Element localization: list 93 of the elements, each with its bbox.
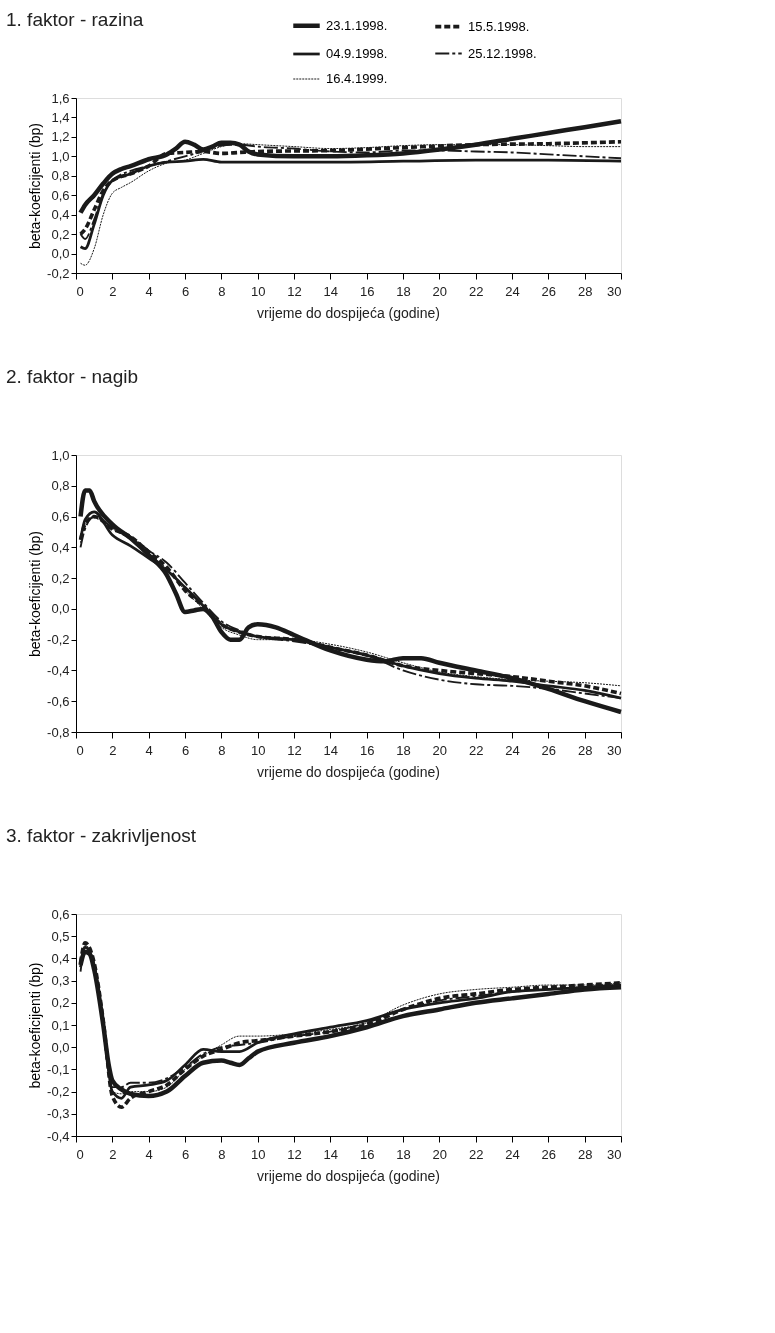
y-tick-label: -0,4 [47, 1128, 70, 1144]
y-tick-label: 0,0 [51, 601, 70, 617]
x-tick-label: 20 [432, 1146, 448, 1162]
y-tick-label: -0,4 [47, 662, 70, 678]
x-tick-label: 30 [607, 283, 622, 299]
y-tick-label: 0,2 [51, 226, 70, 242]
y-tick-label: 0,8 [51, 168, 70, 184]
x-tick-label: 4 [145, 1146, 153, 1162]
y-tick-label: -0,2 [47, 265, 70, 281]
x-tick-label: 6 [181, 742, 190, 758]
x-tick-label: 12 [287, 742, 302, 758]
x-tick-label: 4 [145, 742, 153, 758]
x-tick-label: 2 [109, 1146, 117, 1162]
y-tick-label: 1,0 [51, 148, 70, 164]
x-tick-label: 16 [359, 1146, 375, 1162]
x-tick-label: 14 [323, 283, 339, 299]
x-tick-label: 14 [323, 742, 339, 758]
y-tick-label: 0,6 [51, 906, 70, 922]
x-tick-label: 22 [468, 283, 484, 299]
y-tick-label: 1,0 [51, 447, 70, 463]
legend-label: 04.9.1998. [326, 46, 388, 61]
x-axis-title: vrijeme do dospijeća (godine) [257, 305, 440, 321]
x-tick-label: 6 [181, 1146, 190, 1162]
x-tick-label: 8 [218, 742, 226, 758]
x-tick-label: 28 [577, 742, 593, 758]
x-tick-label: 26 [541, 742, 557, 758]
x-tick-label: 0 [76, 1146, 84, 1162]
y-tick-label: 1,2 [51, 129, 70, 145]
x-tick-label: 30 [607, 742, 622, 758]
x-tick-label: 28 [577, 1146, 593, 1162]
x-tick-label: 8 [218, 1146, 226, 1162]
x-tick-label: 20 [432, 742, 448, 758]
x-axis-title: vrijeme do dospijeća (godine) [257, 1168, 440, 1184]
x-tick-label: 24 [505, 1146, 520, 1162]
x-tick-label: 30 [607, 1146, 622, 1162]
y-tick-label: -0,3 [47, 1106, 70, 1122]
y-tick-label: 0,1 [51, 1017, 70, 1033]
x-tick-label: 24 [505, 742, 520, 758]
x-tick-label: 0 [76, 742, 84, 758]
y-axis-title: beta-koeficijenti (bp) [27, 122, 44, 250]
y-tick-label: 0,5 [51, 928, 70, 944]
y-tick-label: 0,2 [51, 570, 70, 586]
legend-label: 25.12.1998. [468, 45, 537, 61]
y-tick-label: 0,2 [51, 995, 70, 1011]
legend-label: 23.1.1998. [326, 17, 388, 33]
x-tick-label: 18 [396, 1146, 411, 1162]
y-tick-label: 0,0 [51, 246, 70, 262]
x-tick-label: 6 [181, 283, 190, 299]
y-tick-label: 0,6 [51, 509, 70, 525]
x-tick-label: 16 [359, 742, 375, 758]
x-tick-label: 10 [250, 283, 266, 299]
x-tick-label: 18 [396, 283, 411, 299]
y-tick-label: 0,3 [51, 973, 70, 989]
x-tick-label: 22 [468, 1146, 484, 1162]
y-axis-title: beta-koeficijenti (bp) [27, 530, 44, 658]
x-axis-title: vrijeme do dospijeća (godine) [257, 764, 440, 780]
x-tick-label: 4 [145, 283, 153, 299]
y-tick-label: -0,8 [47, 724, 70, 740]
x-tick-label: 26 [541, 1146, 557, 1162]
y-tick-label: 0,4 [51, 950, 70, 966]
x-tick-label: 2 [109, 742, 117, 758]
y-tick-label: 0,4 [51, 207, 70, 223]
legend-label: 16.4.1999. [326, 71, 388, 86]
x-tick-label: 12 [287, 283, 302, 299]
y-tick-label: 0,4 [51, 539, 70, 555]
x-tick-label: 10 [250, 742, 266, 758]
x-tick-label: 24 [505, 283, 520, 299]
x-tick-label: 28 [577, 283, 593, 299]
chart-title: 2. faktor - nagib [6, 366, 139, 387]
x-tick-label: 8 [218, 283, 226, 299]
y-tick-label: -0,1 [47, 1061, 70, 1077]
y-tick-label: 1,4 [51, 109, 70, 125]
x-tick-label: 12 [287, 1146, 302, 1162]
chart-title: 3. faktor - zakrivljenost [6, 825, 197, 846]
y-tick-label: 0,8 [51, 478, 70, 494]
chart-title: 1. faktor - razina [6, 9, 144, 30]
y-tick-label: -0,6 [47, 693, 70, 709]
y-tick-label: -0,2 [47, 1084, 70, 1100]
x-tick-label: 22 [468, 742, 484, 758]
legend-label: 15.5.1998. [468, 18, 530, 34]
x-tick-label: 20 [432, 283, 448, 299]
y-tick-label: 0,0 [51, 1039, 70, 1055]
y-tick-label: -0,2 [47, 632, 70, 648]
x-tick-label: 10 [250, 1146, 266, 1162]
y-axis-title: beta-koeficijenti (bp) [27, 962, 44, 1089]
y-tick-label: 1,6 [51, 90, 70, 106]
x-tick-label: 16 [359, 283, 375, 299]
x-tick-label: 18 [396, 742, 411, 758]
x-tick-label: 14 [323, 1146, 339, 1162]
x-tick-label: 0 [76, 283, 84, 299]
x-tick-label: 26 [541, 283, 557, 299]
x-tick-label: 2 [109, 283, 117, 299]
y-tick-label: 0,6 [51, 187, 70, 203]
